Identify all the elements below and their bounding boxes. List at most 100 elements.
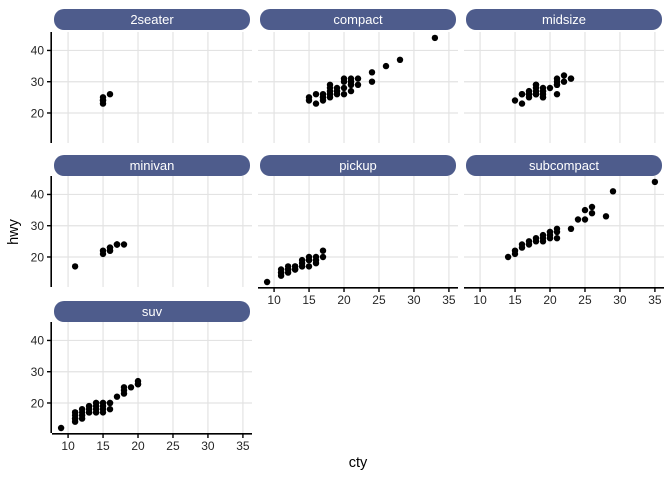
x-tick-label: 30 — [201, 439, 215, 453]
data-point — [546, 228, 554, 236]
x-tick-label: 15 — [508, 293, 522, 307]
data-point — [532, 81, 540, 88]
x-tick-label: 30 — [407, 293, 421, 307]
data-point — [651, 178, 659, 186]
data-point — [553, 75, 561, 82]
data-point — [326, 94, 334, 101]
data-point — [106, 244, 114, 251]
data-point — [588, 203, 596, 211]
x-tick-label: 20 — [337, 293, 351, 307]
facet-strip-suv: suv — [54, 301, 250, 322]
x-tick-label: 25 — [372, 293, 386, 307]
facet-panel-minivan: 20 30 40 — [31, 176, 252, 287]
facet-strip-label: 2seater — [130, 12, 174, 27]
points-layer — [71, 241, 128, 270]
data-point — [305, 263, 313, 270]
gridlines — [52, 322, 252, 433]
facet-strip-midsize: midsize — [466, 9, 662, 30]
points-layer — [263, 247, 327, 286]
data-point — [518, 100, 526, 107]
x-tick-label: 15 — [302, 293, 316, 307]
facet-strip-label: compact — [333, 12, 383, 27]
x-tick-label: 35 — [236, 439, 250, 453]
data-point — [609, 188, 617, 195]
data-point — [333, 91, 341, 98]
x-tick-label: 20 — [543, 293, 557, 307]
y-axis-title: hwy — [6, 219, 22, 245]
data-point — [305, 97, 313, 104]
y-tick-label: 40 — [31, 44, 45, 58]
facet-strip-pickup: pickup — [260, 155, 456, 176]
facet-strip-compact: compact — [260, 9, 456, 30]
data-point — [525, 87, 533, 95]
data-point — [92, 399, 100, 407]
y-axis: 20 30 40 — [31, 322, 52, 433]
gridlines — [52, 176, 252, 287]
facet-panel-2seater: 20 30 40 — [31, 32, 252, 143]
y-tick-label: 30 — [31, 219, 45, 233]
data-point — [581, 216, 589, 223]
data-point — [106, 91, 114, 98]
gridlines — [258, 32, 458, 143]
x-axis: 10 15 20 25 30 35 — [258, 287, 458, 307]
data-point — [99, 247, 107, 254]
points-layer — [305, 34, 439, 107]
data-point — [319, 91, 327, 98]
data-point — [574, 216, 582, 223]
gridlines — [464, 32, 664, 143]
data-point — [354, 81, 362, 88]
y-tick-label: 20 — [31, 106, 45, 120]
data-point — [71, 263, 79, 270]
y-tick-label: 30 — [31, 365, 45, 379]
data-point — [99, 94, 107, 101]
data-point — [340, 78, 348, 85]
data-point — [518, 241, 526, 248]
y-tick-label: 20 — [31, 250, 45, 264]
data-point — [291, 263, 299, 270]
data-point — [560, 72, 568, 79]
data-point — [539, 231, 547, 239]
facet-strip-label: subcompact — [528, 158, 600, 173]
data-point — [78, 406, 86, 413]
points-layer — [511, 72, 575, 107]
data-point — [539, 84, 547, 92]
data-point — [382, 62, 390, 70]
data-point — [99, 399, 107, 407]
gridlines — [52, 32, 252, 143]
data-point — [553, 235, 561, 242]
x-tick-label: 15 — [96, 439, 110, 453]
facet-strip-label: midsize — [541, 12, 587, 27]
data-point — [312, 253, 320, 261]
data-point — [511, 247, 519, 254]
facet-strip-minivan: minivan — [54, 155, 250, 176]
data-point — [319, 97, 327, 104]
data-point — [113, 241, 121, 248]
y-tick-label: 40 — [31, 188, 45, 202]
facet-panel-subcompact: 10 15 20 25 30 35 — [464, 176, 664, 307]
x-tick-label: 25 — [578, 293, 592, 307]
data-point — [340, 84, 348, 92]
data-point — [120, 384, 128, 391]
points-layer — [57, 377, 142, 432]
data-point — [319, 247, 327, 254]
data-point — [553, 225, 561, 232]
data-point — [511, 97, 519, 104]
points-layer — [99, 91, 114, 107]
y-tick-label: 20 — [31, 396, 45, 410]
data-point — [347, 87, 355, 95]
facet-panel-suv: 20 30 40 10 15 20 25 30 35 — [31, 322, 252, 453]
data-point — [368, 78, 376, 85]
data-point — [588, 210, 596, 217]
data-point — [319, 253, 327, 261]
data-point — [546, 84, 554, 92]
y-axis: 20 30 40 — [31, 176, 52, 287]
data-point — [532, 235, 540, 242]
x-tick-label: 30 — [613, 293, 627, 307]
facet-strip-subcompact: subcompact — [466, 155, 662, 176]
y-tick-label: 30 — [31, 75, 45, 89]
data-point — [525, 238, 533, 245]
data-point — [134, 377, 142, 385]
gridlines — [464, 176, 664, 287]
data-point — [312, 91, 320, 98]
